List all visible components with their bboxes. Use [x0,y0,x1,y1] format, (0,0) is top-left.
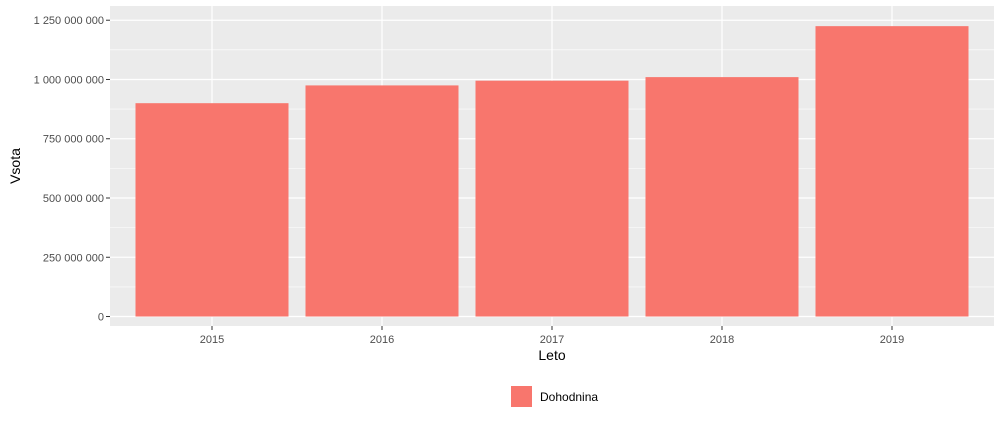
bar [135,103,289,317]
y-tick-label: 750 000 000 [43,134,104,146]
legend: Dohodnina [511,386,598,407]
bar [305,85,459,317]
bars [135,26,969,317]
bar [645,77,799,317]
x-axis: 2015 2016 2017 2018 2019 [200,326,904,346]
y-axis: 0 250 000 000 500 000 000 750 000 000 1 000 … [34,15,110,324]
x-tick-label: 2017 [540,334,564,346]
x-tick-label: 2016 [370,334,394,346]
x-tick-label: 2019 [880,334,904,346]
x-tick-label: 2015 [200,334,224,346]
x-tick-label: 2018 [710,334,734,346]
x-axis-title: Leto [538,347,565,363]
y-axis-title: Vsota [7,148,23,184]
y-tick-label: 1 250 000 000 [34,15,104,27]
legend-label: Dohodnina [540,390,598,404]
legend-key [511,386,532,407]
bar [475,80,629,317]
y-tick-label: 1 000 000 000 [34,74,104,86]
bar [815,26,969,317]
y-tick-label: 500 000 000 [43,193,104,205]
y-tick-label: 0 [98,312,104,324]
y-tick-label: 250 000 000 [43,252,104,264]
